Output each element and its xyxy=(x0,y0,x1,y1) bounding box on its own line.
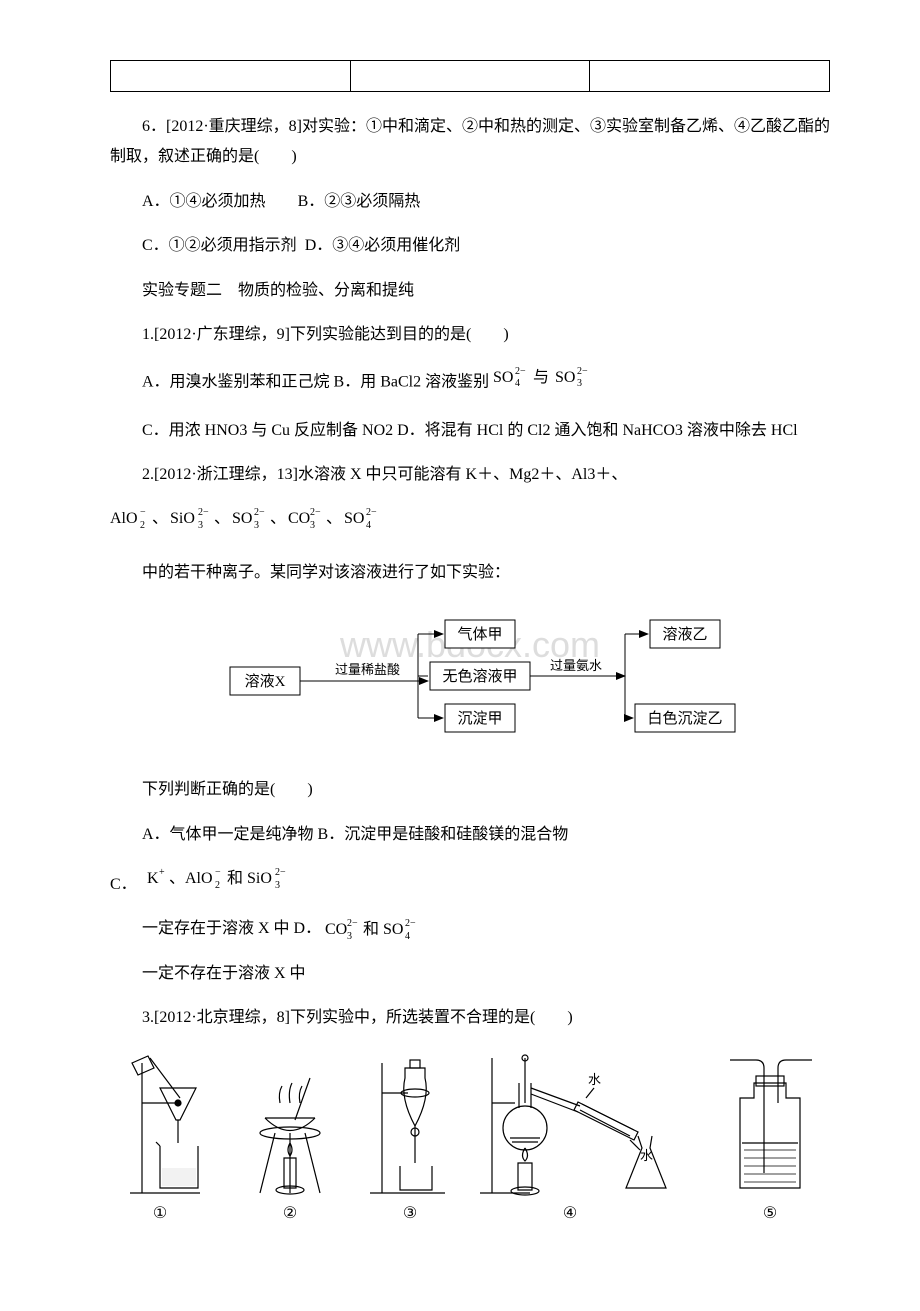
svg-text:2−: 2− xyxy=(577,366,588,377)
svg-text:SO: SO xyxy=(344,510,364,527)
flowchart: www.bdocx.com 溶液X 过量稀盐酸 气体甲 无色 xyxy=(170,602,770,752)
q2-ab: A．气体甲一定是纯净物 B．沉淀甲是硅酸和硅酸镁的混合物 xyxy=(110,820,830,850)
q2-stem-pre: 2.[2012·浙江理综，13]水溶液 X 中只可能溶有 K＋、Mg2＋、Al3… xyxy=(110,460,830,490)
svg-text:2−: 2− xyxy=(405,918,416,929)
q2-stem-post: 中的若干种离子。某同学对该溶液进行了如下实验： xyxy=(110,558,830,588)
svg-text:过量氨水: 过量氨水 xyxy=(550,658,602,673)
q2-c-label: C． xyxy=(110,870,137,900)
q1-a-pre: A．用溴水鉴别苯和正己烷 B．用 BaCl2 溶液鉴别 xyxy=(142,374,493,391)
q6-stem: 6．[2012·重庆理综，8]对实验：①中和滴定、②中和热的测定、③实验室制备乙… xyxy=(110,112,830,173)
q6-a: A．①④必须加热 xyxy=(142,193,266,210)
svg-text:−: − xyxy=(215,867,221,878)
svg-text:沉淀甲: 沉淀甲 xyxy=(457,710,502,727)
svg-text:SO: SO xyxy=(383,921,403,938)
svg-text:2: 2 xyxy=(215,880,220,891)
svg-text:3: 3 xyxy=(275,880,280,891)
q2-ions: AlO 2 − 、 SiO 3 2− 、 SO 3 2− 、 CO 3 2− 、… xyxy=(110,505,830,544)
svg-text:溶液X: 溶液X xyxy=(245,673,286,690)
svg-text:无色溶液甲: 无色溶液甲 xyxy=(442,668,517,685)
svg-text:CO: CO xyxy=(325,921,347,938)
svg-text:2−: 2− xyxy=(275,867,286,878)
label-1: ① xyxy=(153,1205,167,1222)
svg-text:+: + xyxy=(159,867,165,878)
q2-d-post: 一定不存在于溶液 X 中 xyxy=(110,959,830,989)
svg-text:4: 4 xyxy=(515,378,520,389)
svg-text:气体甲: 气体甲 xyxy=(457,626,502,643)
svg-text:3: 3 xyxy=(198,520,203,531)
label-3: ③ xyxy=(403,1205,417,1222)
svg-text:、: 、 xyxy=(270,510,286,527)
svg-text:和: 和 xyxy=(227,869,243,887)
label-2: ② xyxy=(283,1205,297,1222)
q2-c: C． K + 、 AlO 2 − 和 SiO 3 2− xyxy=(110,864,830,900)
svg-text:2: 2 xyxy=(140,520,145,531)
q6-line-ab: A．①④必须加热 B．②③必须隔热 xyxy=(110,187,830,217)
q1-a-formula: SO 4 2− 与 SO 3 2− xyxy=(493,377,613,394)
apparatus-row: 水 水 xyxy=(110,1048,830,1228)
svg-text:溶液乙: 溶液乙 xyxy=(662,626,707,643)
svg-text:和: 和 xyxy=(363,920,379,938)
section-title: 实验专题二 物质的检验、分离和提纯 xyxy=(110,276,830,306)
q6-c: C．①②必须用指示剂 xyxy=(142,237,297,254)
svg-text:2−: 2− xyxy=(198,507,209,518)
svg-text:3: 3 xyxy=(310,520,315,531)
svg-text:4: 4 xyxy=(366,520,371,531)
q6-line-cd: C．①②必须用指示剂 D．③④必须用催化剂 xyxy=(110,231,830,261)
svg-text:K: K xyxy=(147,870,159,887)
q6-b: B．②③必须隔热 xyxy=(298,193,421,210)
svg-text:AlO: AlO xyxy=(110,510,138,527)
svg-text:−: − xyxy=(140,507,146,518)
q2-c-post: 一定存在于溶液 X 中 D． CO 3 2− 和 SO 4 2− xyxy=(110,914,830,944)
svg-text:、: 、 xyxy=(214,510,230,527)
svg-text:3: 3 xyxy=(577,378,582,389)
svg-text:SO: SO xyxy=(493,369,513,386)
svg-text:与: 与 xyxy=(533,368,549,386)
svg-text:4: 4 xyxy=(405,931,410,942)
svg-text:3: 3 xyxy=(254,520,259,531)
svg-text:2−: 2− xyxy=(515,366,526,377)
svg-text:SO: SO xyxy=(232,510,252,527)
svg-text:、: 、 xyxy=(169,870,185,887)
svg-text:3: 3 xyxy=(347,931,352,942)
svg-text:2−: 2− xyxy=(347,918,358,929)
svg-text:2−: 2− xyxy=(254,507,265,518)
q1-cd: C．用浓 HNO3 与 Cu 反应制备 NO2 D．将混有 HCl 的 Cl2 … xyxy=(110,416,830,446)
label-4: ④ xyxy=(563,1205,577,1222)
svg-text:2−: 2− xyxy=(310,507,321,518)
svg-text:SiO: SiO xyxy=(170,510,195,527)
svg-text:SiO: SiO xyxy=(247,870,272,887)
svg-text:SO: SO xyxy=(555,369,575,386)
q1-ab: A．用溴水鉴别苯和正己烷 B．用 BaCl2 溶液鉴别 SO 4 2− 与 SO… xyxy=(110,364,830,401)
svg-text:CO: CO xyxy=(288,510,310,527)
svg-text:白色沉淀乙: 白色沉淀乙 xyxy=(647,710,722,727)
svg-text:水: 水 xyxy=(588,1072,601,1087)
svg-text:AlO: AlO xyxy=(185,870,213,887)
svg-text:2−: 2− xyxy=(366,507,377,518)
q2-judge: 下列判断正确的是( ) xyxy=(110,775,830,805)
q1-stem: 1.[2012·广东理综，9]下列实验能达到目的的是( ) xyxy=(110,320,830,350)
svg-text:过量稀盐酸: 过量稀盐酸 xyxy=(335,662,400,677)
empty-table xyxy=(110,60,830,92)
svg-text:、: 、 xyxy=(326,510,342,527)
svg-text:、: 、 xyxy=(152,510,168,527)
q6-d: D．③④必须用催化剂 xyxy=(305,237,461,254)
q3-stem: 3.[2012·北京理综，8]下列实验中，所选装置不合理的是( ) xyxy=(110,1003,830,1033)
label-5: ⑤ xyxy=(763,1205,777,1222)
